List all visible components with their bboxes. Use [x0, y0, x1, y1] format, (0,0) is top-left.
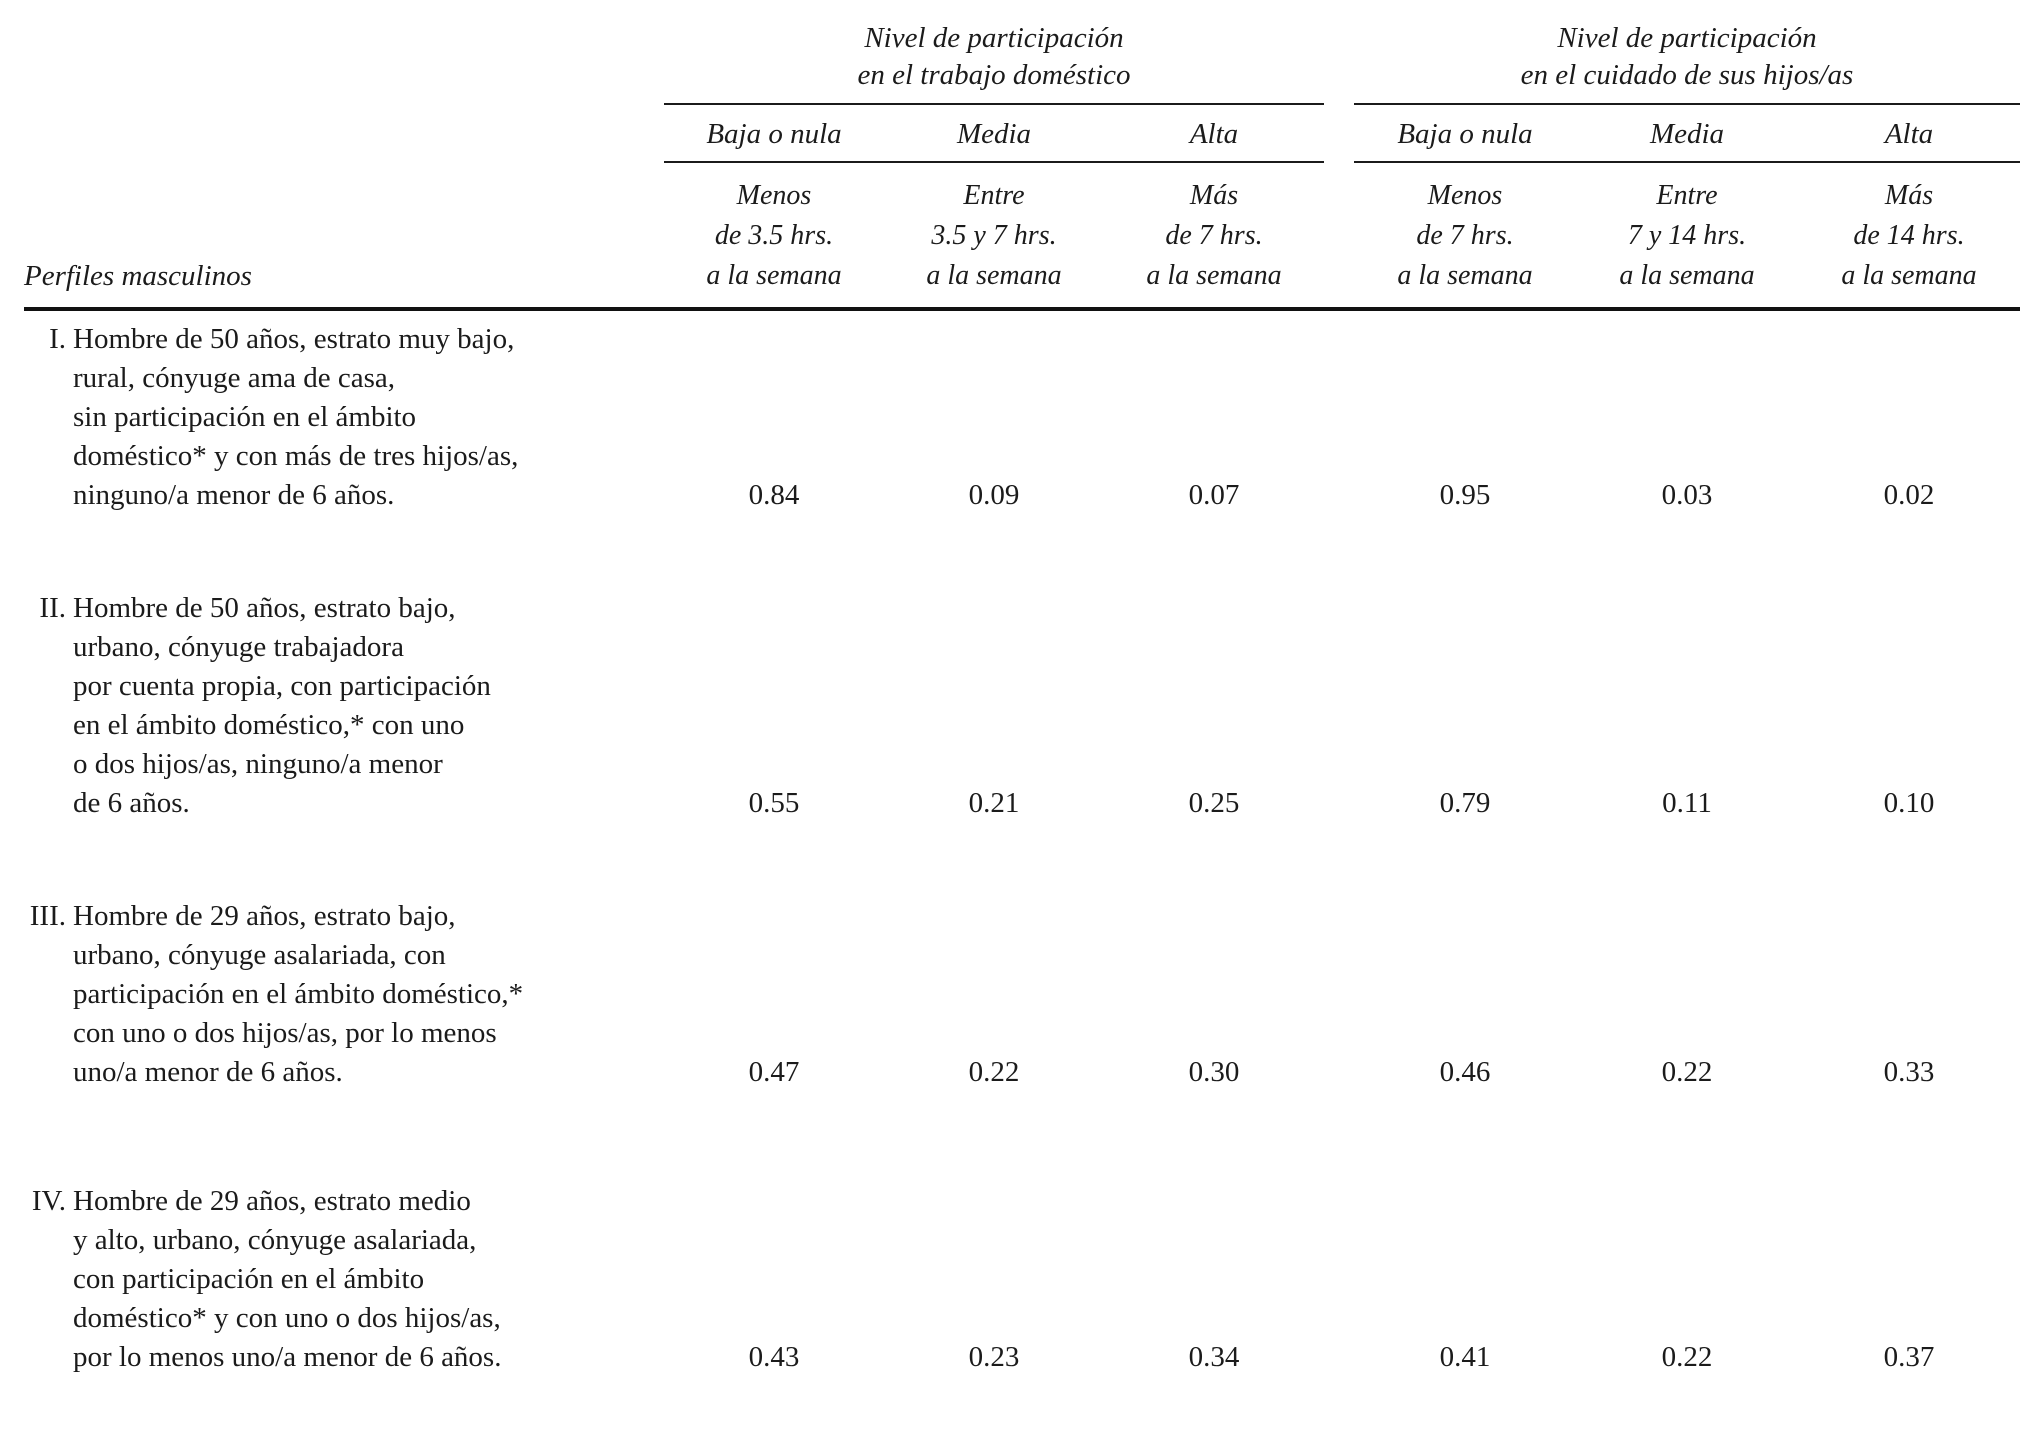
probability-value: 0.95 [1439, 479, 1491, 511]
level-label: Media [1649, 118, 1725, 150]
probability-value: 0.02 [1883, 479, 1935, 511]
profile-description-line: rural, cónyuge ama de casa, [73, 362, 396, 394]
range-labels-row: Perfiles masculinos Menos de 3.5 hrs. a … [24, 176, 2022, 296]
range-label: Más de 7 hrs. a la semana [1146, 180, 1282, 291]
probability-value: 0.55 [748, 787, 800, 819]
profile-description-line: doméstico* y con más de tres hijos/as, [73, 440, 519, 472]
profile-description-line: sin participación en el ámbito [73, 401, 417, 433]
probability-value: 0.47 [748, 1056, 800, 1088]
probability-value: 0.25 [1188, 787, 1240, 819]
header-rule-row [24, 161, 2022, 163]
profile-numeral: III. [29, 900, 66, 932]
profile-description-line: doméstico* y con uno o dos hijos/as, [73, 1302, 501, 1334]
probability-value: 0.22 [1661, 1341, 1713, 1373]
probability-value: 0.46 [1439, 1056, 1491, 1088]
group-title-line: Nivel de participación [1557, 22, 1817, 54]
profile-description-line: o dos hijos/as, ninguno/a menor [73, 748, 443, 780]
profile-description-line: participación en el ámbito doméstico,* [73, 978, 524, 1010]
group-rule [664, 161, 1324, 163]
header-bottom-rule-row [24, 307, 2022, 311]
range-label: Menos de 7 hrs. a la semana [1397, 180, 1533, 291]
probability-value: 0.41 [1439, 1341, 1491, 1373]
profile-description-line: uno/a menor de 6 años. [73, 1056, 343, 1088]
profile-numeral: I. [49, 323, 66, 355]
level-label: Alta [1884, 118, 1934, 150]
probability-value: 0.22 [1661, 1056, 1713, 1088]
profile-row: I. Hombre de 50 años, estrato muy bajo, ru… [24, 320, 2022, 515]
probability-value: 0.11 [1662, 787, 1712, 819]
profile-description: I. Hombre de 50 años, estrato muy bajo, ru… [24, 320, 664, 515]
profile-description-line: en el ámbito doméstico,* con uno [73, 709, 465, 741]
probability-value: 0.09 [968, 479, 1020, 511]
range-label: Entre 3.5 y 7 hrs. a la semana [926, 180, 1062, 291]
group-title-domestic-work: Nivel de participación en el trabajo dom… [664, 20, 1324, 94]
table-page: Nivel de participación en el trabajo dom… [24, 20, 2022, 1377]
probability-value: 0.03 [1661, 479, 1713, 511]
table-body: I. Hombre de 50 años, estrato muy bajo, ru… [24, 320, 2022, 1377]
profile-description-line: urbano, cónyuge asalariada, con [73, 939, 446, 971]
profile-description-line: II. Hombre de 50 años, estrato bajo, [39, 589, 664, 628]
table-header-group-titles: Nivel de participación en el trabajo dom… [24, 20, 2022, 94]
group-rule [1354, 161, 2020, 163]
probability-value: 0.10 [1883, 787, 1935, 819]
profile-description-line: ninguno/a menor de 6 años. [73, 479, 395, 511]
profile-description-line: de 6 años. [73, 787, 190, 819]
level-label: Baja o nula [706, 118, 842, 150]
probability-value: 0.07 [1188, 479, 1240, 511]
range-label: Entre 7 y 14 hrs. a la semana [1619, 180, 1755, 291]
profile-row: II. Hombre de 50 años, estrato bajo, urban… [24, 589, 2022, 823]
probability-value: 0.79 [1439, 787, 1491, 819]
probability-value: 0.30 [1188, 1056, 1240, 1088]
probability-value: 0.33 [1883, 1056, 1935, 1088]
level-label: Alta [1189, 118, 1239, 150]
profile-description: III. Hombre de 29 años, estrato bajo, urba… [24, 897, 664, 1092]
profile-description-line: urbano, cónyuge trabajadora [73, 631, 404, 663]
profile-description: II. Hombre de 50 años, estrato bajo, urban… [24, 589, 664, 823]
group-rule [664, 103, 1324, 105]
level-labels-row: Baja o nula Media Alta Baja o nula Media… [24, 116, 2022, 152]
profile-numeral: IV. [31, 1185, 66, 1217]
profile-description-line: I. Hombre de 50 años, estrato muy bajo, [49, 320, 664, 359]
probability-value: 0.43 [748, 1341, 800, 1373]
group-title-childcare: Nivel de participación en el cuidado de … [1354, 20, 2020, 94]
profile-numeral: II. [39, 592, 66, 624]
range-label: Menos de 3.5 hrs. a la semana [706, 180, 842, 291]
probability-value: 0.84 [748, 479, 800, 511]
group-rule [1354, 103, 2020, 105]
profile-description-line: y alto, urbano, cónyuge asalariada, [73, 1224, 477, 1256]
profile-row: III. Hombre de 29 años, estrato bajo, urba… [24, 897, 2022, 1092]
profile-description-line: con participación en el ámbito [73, 1263, 425, 1295]
group-title-line: Nivel de participación [864, 22, 1124, 54]
profile-description-line: por lo menos uno/a menor de 6 años. [73, 1341, 502, 1373]
range-label: Más de 14 hrs. a la semana [1841, 180, 1977, 291]
profile-description-line: con uno o dos hijos/as, por lo menos [73, 1017, 497, 1049]
level-label: Media [956, 118, 1032, 150]
probability-value: 0.34 [1188, 1341, 1240, 1373]
group-title-line: en el trabajo doméstico [857, 59, 1131, 91]
profile-description-line: III. Hombre de 29 años, estrato bajo, [30, 897, 664, 936]
level-label: Baja o nula [1397, 118, 1533, 150]
header-rule-row [24, 103, 2022, 105]
profile-description: IV. Hombre de 29 años, estrato medio y alt… [24, 1182, 664, 1377]
probability-value: 0.23 [968, 1341, 1020, 1373]
profile-description-line: IV. Hombre de 29 años, estrato medio [32, 1182, 664, 1221]
probability-value: 0.21 [968, 787, 1020, 819]
profile-description-line: por cuenta propia, con participación [73, 670, 491, 702]
probability-value: 0.22 [968, 1056, 1020, 1088]
row-header-label: Perfiles masculinos [24, 260, 252, 292]
header-bottom-rule [24, 307, 2020, 311]
group-title-line: en el cuidado de sus hijos/as [1520, 59, 1854, 91]
profile-row: IV. Hombre de 29 años, estrato medio y alt… [24, 1182, 2022, 1377]
probability-value: 0.37 [1883, 1341, 1935, 1373]
